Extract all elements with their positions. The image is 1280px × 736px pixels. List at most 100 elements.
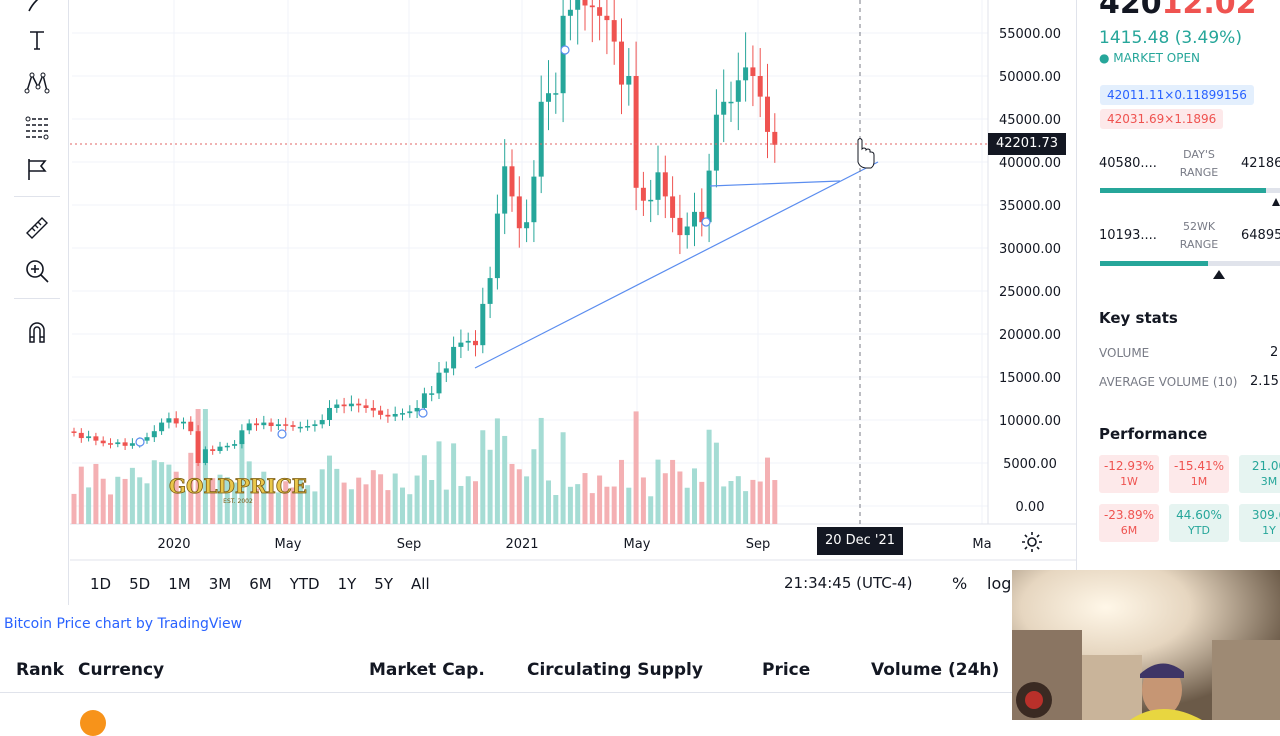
chart-settings-gear-icon[interactable] [1020, 530, 1044, 554]
fib-icon[interactable] [22, 112, 52, 142]
range-button-3m[interactable]: 3M [208, 575, 232, 593]
range-button-1d[interactable]: 1D [90, 575, 112, 593]
candle-body [312, 424, 318, 427]
performance-3m[interactable]: 21.00 3M [1239, 455, 1280, 493]
col-price[interactable]: Price [762, 660, 811, 680]
range-button-6m[interactable]: 6M [249, 575, 272, 593]
candle-body [772, 131, 778, 145]
range-button-5y[interactable]: 5Y [374, 575, 394, 593]
candle-body [348, 403, 354, 407]
chart-clock: 21:34:45 (UTC-4) [784, 574, 913, 592]
candle-body [743, 67, 749, 81]
col-market-cap[interactable]: Market Cap. [369, 660, 485, 680]
range-button-5d[interactable]: 5D [129, 575, 151, 593]
price-tail: 12.02 [1161, 0, 1257, 21]
candle-body [385, 414, 391, 417]
candle-body [254, 423, 259, 426]
drawing-anchor-point [277, 429, 287, 439]
candle-body [195, 431, 201, 463]
volume-bar [327, 455, 332, 524]
volume-bar [319, 469, 325, 524]
market-status-label: MARKET OPEN [1113, 51, 1201, 65]
hand-cursor-icon [857, 138, 875, 169]
ask-badge: 42031.69×1.1896 [1100, 109, 1224, 129]
volume-bar [312, 491, 318, 524]
candle-body [210, 449, 216, 451]
col-volume-24h[interactable]: Volume (24h) [871, 660, 1000, 680]
range-button-1m[interactable]: 1M [168, 575, 191, 593]
current-price: 42012.02US [1099, 0, 1273, 21]
volume-bar [268, 478, 274, 524]
volume-bar [451, 443, 457, 524]
col-circulating-supply[interactable]: Circulating Supply [527, 660, 703, 680]
bitcoin-coin-icon [80, 710, 106, 736]
price-change: 1415.48 (3.49%) [1099, 28, 1242, 48]
performance-1m[interactable]: -15.41% 1M [1169, 455, 1229, 493]
goldprice-logo: GOLDPRICE EST. 2002 [158, 474, 318, 506]
candle-body [86, 436, 92, 439]
performance-1y[interactable]: 309.6 1Y [1239, 504, 1280, 542]
volume-bar [531, 449, 537, 524]
col-currency[interactable]: Currency [78, 660, 165, 680]
volume-bar [275, 492, 281, 524]
candle-body [633, 76, 639, 188]
y-tick-label: 50000.00 [999, 70, 1061, 85]
ruler-icon[interactable] [22, 213, 52, 243]
volume-bar [458, 485, 464, 524]
volume-bar [195, 409, 201, 524]
candle-body [421, 393, 427, 408]
candle-body [414, 407, 420, 412]
range-button-1y[interactable]: 1Y [337, 575, 357, 593]
volume-bar [137, 477, 143, 524]
text-icon[interactable] [22, 25, 52, 55]
candle-body [538, 101, 544, 177]
brush-icon[interactable] [22, 0, 52, 18]
y-tick-label: 25000.00 [999, 285, 1061, 300]
chart-canvas[interactable]: 55000.00 50000.00 45000.00 40000.00 35000.00… [70, 0, 1076, 606]
volume-bar [721, 486, 727, 524]
log-scale-toggle[interactable]: log [987, 574, 1012, 593]
volume-value: 2 [1270, 345, 1279, 360]
performance-1w[interactable]: -12.93% 1W [1099, 455, 1159, 493]
performance-6m[interactable]: -23.89% 6M [1099, 504, 1159, 542]
pattern-icon[interactable] [22, 68, 52, 98]
x-tick-label: May [624, 537, 651, 552]
candle-body [327, 407, 332, 420]
candle-body [181, 421, 186, 424]
col-rank[interactable]: Rank [16, 660, 64, 680]
volume-bar [261, 471, 267, 524]
candle-body [378, 410, 384, 415]
candle-body [173, 418, 179, 424]
candle-body [129, 443, 135, 446]
volume-bar [348, 489, 354, 524]
candle-body [706, 170, 712, 223]
range-button-ytd[interactable]: YTD [289, 575, 320, 593]
chart-credit-link[interactable]: Bitcoin Price chart by TradingView [4, 616, 243, 632]
candle-body [662, 172, 668, 197]
zoom-in-icon[interactable] [22, 256, 52, 286]
candle-body [677, 217, 683, 236]
volume-bar [436, 441, 442, 524]
candle-body [400, 413, 405, 415]
volume-bar [239, 441, 245, 524]
price-chart[interactable]: 55000.00 50000.00 45000.00 40000.00 35000.00… [70, 0, 1077, 606]
day-range-high: 42186 [1241, 156, 1280, 171]
volume-bar [670, 459, 676, 524]
logo-subtext: EST. 2002 [223, 498, 253, 505]
wk-range-low: 10193.... [1099, 228, 1157, 243]
quote-panel: 42012.02US 1415.48 (3.49%) ● MARKET OPEN… [1080, 0, 1280, 568]
percent-scale-toggle[interactable]: % [952, 574, 968, 593]
market-status: ● MARKET OPEN [1099, 51, 1201, 65]
candle-body [202, 449, 208, 463]
volume-bar [640, 477, 646, 524]
volume-bar [181, 490, 186, 524]
performance-ytd[interactable]: 44.60% YTD [1169, 504, 1229, 542]
candle-body [78, 432, 84, 439]
volume-bar [290, 487, 296, 524]
volume-bar [421, 455, 427, 524]
flag-icon[interactable] [22, 154, 52, 184]
magnet-icon[interactable] [22, 317, 52, 347]
candle-body [626, 76, 632, 85]
volume-bar [392, 473, 398, 524]
range-button-all[interactable]: All [411, 575, 430, 593]
